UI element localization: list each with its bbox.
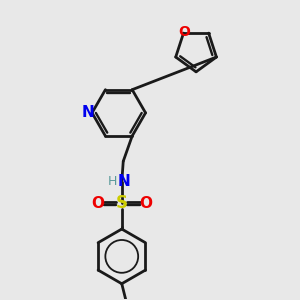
Text: O: O — [92, 196, 104, 211]
Text: O: O — [178, 25, 190, 39]
Text: H: H — [108, 175, 117, 188]
Text: O: O — [139, 196, 152, 211]
Text: N: N — [118, 174, 130, 189]
Text: S: S — [116, 194, 128, 212]
Text: N: N — [82, 105, 95, 120]
